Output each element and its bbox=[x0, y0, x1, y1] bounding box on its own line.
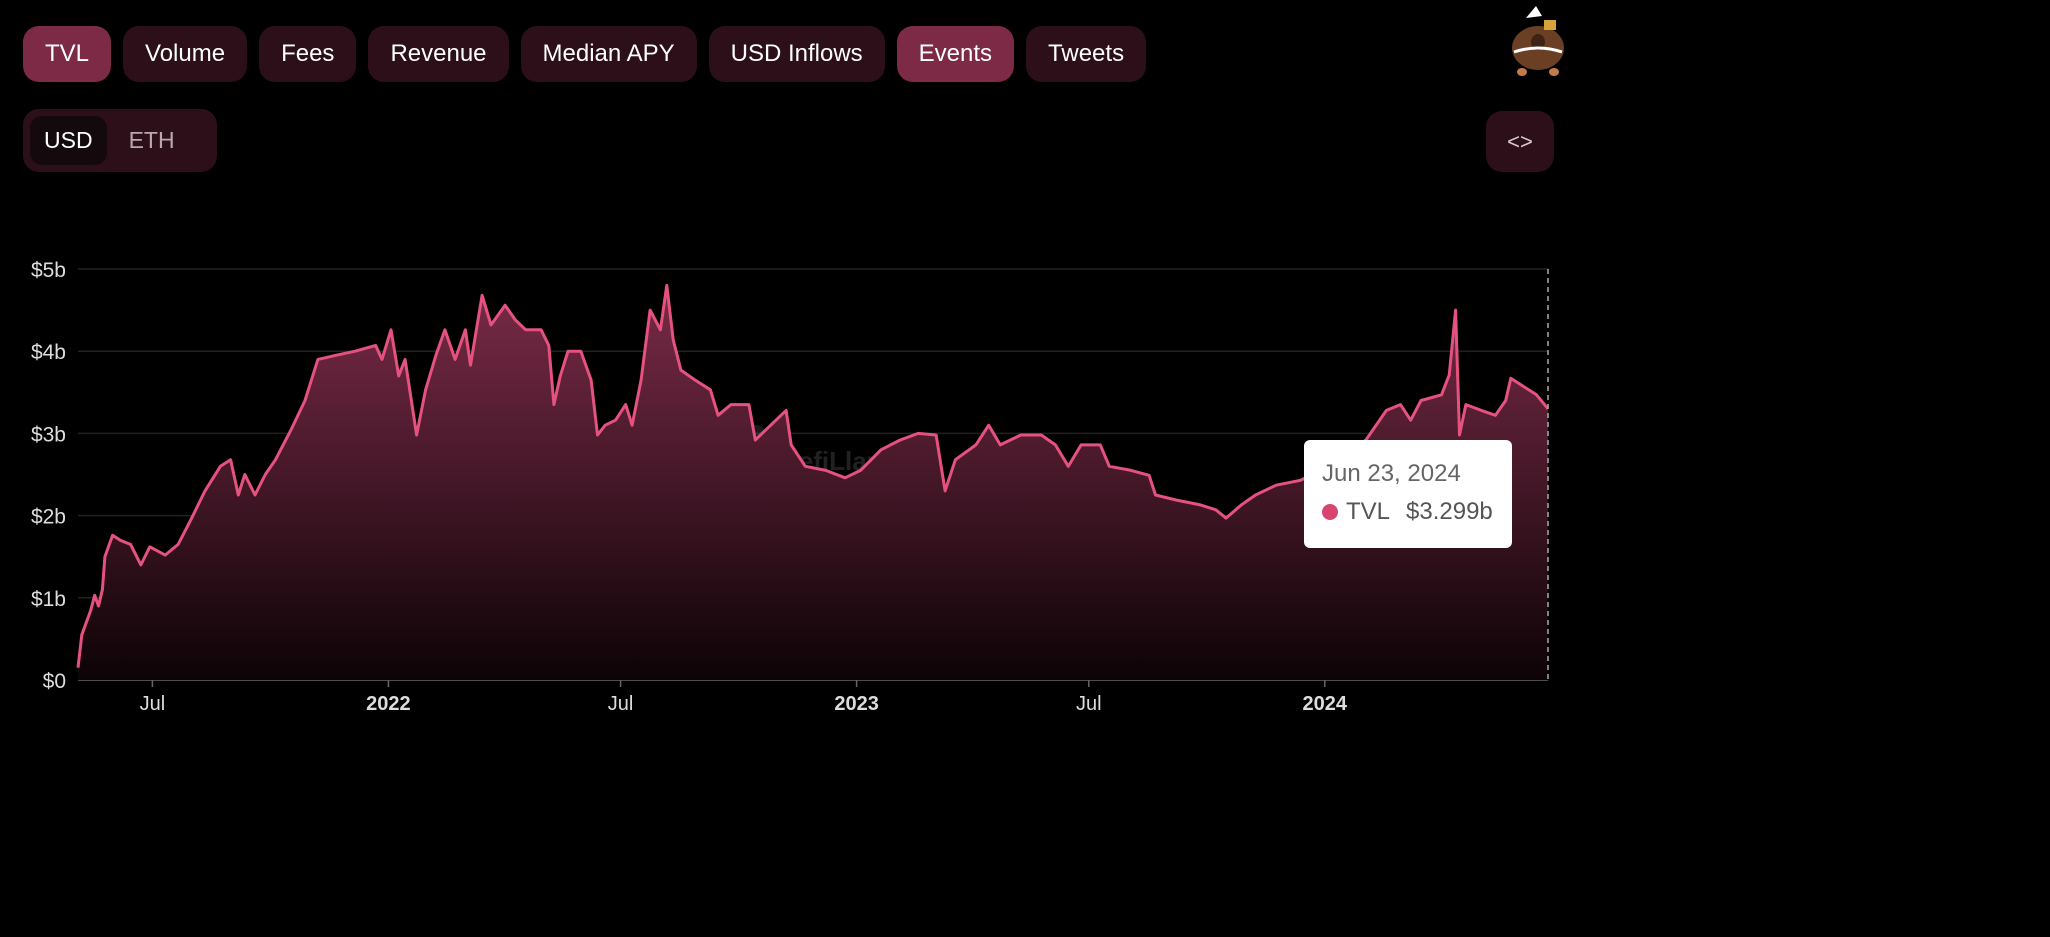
currency-eth[interactable]: ETH bbox=[128, 127, 175, 153]
tvl-line bbox=[76, 283, 1550, 668]
chart-tooltip: Jun 23, 2024 TVL $3.299b bbox=[1304, 440, 1512, 548]
x-tick-label: Jul bbox=[140, 693, 166, 715]
y-tick-label: $5b bbox=[31, 259, 66, 282]
y-tick-label: $0 bbox=[43, 670, 66, 693]
x-tick-label: Jul bbox=[1076, 693, 1102, 715]
tab-revenue[interactable]: Revenue bbox=[368, 26, 509, 82]
tooltip-value: $3.299b bbox=[1406, 498, 1493, 525]
currency-toggle: USD ETH bbox=[23, 109, 217, 172]
y-tick-label: $4b bbox=[31, 341, 66, 364]
tooltip-series: TVL bbox=[1346, 498, 1391, 525]
tab-volume[interactable]: Volume bbox=[123, 26, 248, 82]
x-tick-label: Jul bbox=[608, 693, 634, 715]
metric-tabs: TVL Volume Fees Revenue Median APY USD I… bbox=[23, 26, 1147, 82]
embed-button[interactable]: <> bbox=[1486, 111, 1554, 172]
llama-mascot-icon[interactable] bbox=[1508, 2, 1568, 78]
tooltip-row: TVL $3.299b bbox=[1322, 498, 1494, 526]
x-tick-label: 2023 bbox=[834, 693, 879, 715]
tooltip-date: Jun 23, 2024 bbox=[1322, 460, 1461, 487]
y-tick-label: $2b bbox=[31, 506, 66, 529]
tab-usd-inflows[interactable]: USD Inflows bbox=[708, 26, 885, 82]
tvl-area bbox=[78, 285, 1548, 680]
tab-fees[interactable]: Fees bbox=[259, 26, 357, 82]
tab-tvl[interactable]: TVL bbox=[23, 26, 112, 82]
series-dot-icon bbox=[1322, 504, 1338, 520]
currency-usd[interactable]: USD bbox=[30, 116, 107, 165]
tab-median-apy[interactable]: Median APY bbox=[520, 26, 697, 82]
y-tick-label: $1b bbox=[31, 588, 66, 611]
tab-events[interactable]: Events bbox=[896, 26, 1015, 82]
x-tick-label: 2024 bbox=[1303, 693, 1348, 715]
code-brackets-icon: <> bbox=[1507, 128, 1533, 154]
tab-tweets[interactable]: Tweets bbox=[1026, 26, 1147, 82]
y-tick-label: $3b bbox=[31, 423, 66, 446]
x-tick-label: 2022 bbox=[366, 693, 411, 715]
